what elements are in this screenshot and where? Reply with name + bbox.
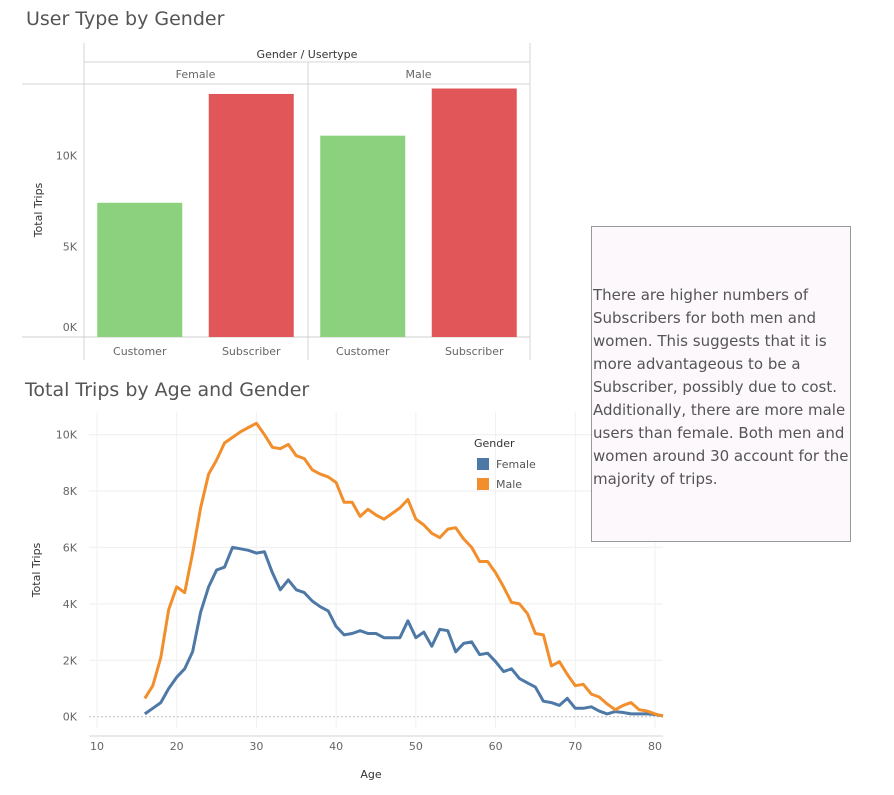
line-x-axis-label: Age	[360, 768, 382, 781]
bar-female-subscriber	[208, 93, 294, 337]
annotation-text: There are higher numbers of Subscribers …	[593, 286, 849, 488]
legend-swatch-male	[477, 478, 489, 490]
line-y-tick-label: 10K	[56, 429, 78, 442]
bar-category-label: Subscriber	[222, 345, 281, 358]
bar-female-customer	[97, 202, 183, 337]
line-x-tick-label: 80	[648, 740, 662, 753]
line-x-tick-label: 20	[170, 740, 184, 753]
bar-category-label: Customer	[113, 345, 167, 358]
bar-chart-title: User Type by Gender	[26, 8, 225, 30]
line-x-tick-label: 70	[568, 740, 582, 753]
bar-y-tick-label: 10K	[56, 150, 78, 163]
user-type-bar-chart: Gender / Usertype Total Trips 0K 5K 10K Femal…	[22, 43, 531, 360]
bar-category-label: Subscriber	[445, 345, 504, 358]
bar-y-tick-label: 0K	[63, 321, 78, 334]
legend-swatch-female	[477, 458, 489, 470]
annotation-box: There are higher numbers of Subscribers …	[591, 226, 851, 542]
bar-header-title: Gender / Usertype	[257, 48, 358, 61]
bar-group-label-female: Female	[176, 68, 216, 81]
line-y-tick-label: 4K	[63, 598, 78, 611]
line-y-tick-label: 0K	[63, 711, 78, 724]
bar-male-customer	[320, 135, 406, 337]
line-chart-title: Total Trips by Age and Gender	[25, 379, 310, 401]
bar-group-label-male: Male	[405, 68, 431, 81]
legend-title: Gender	[474, 437, 515, 450]
line-x-tick-label: 50	[409, 740, 423, 753]
line-y-tick-label: 8K	[63, 485, 78, 498]
line-series-female	[143, 545, 664, 718]
line-series-male	[143, 421, 664, 718]
line-x-tick-label: 60	[489, 740, 503, 753]
legend-label-female: Female	[496, 458, 536, 471]
line-x-tick-label: 10	[90, 740, 104, 753]
line-y-tick-label: 2K	[63, 654, 78, 667]
bar-y-tick-label: 5K	[63, 240, 78, 253]
bar-male-subscriber	[431, 88, 517, 337]
line-y-axis-label: Total Trips	[30, 542, 43, 598]
line-x-tick-label: 30	[249, 740, 263, 753]
line-x-tick-label: 40	[329, 740, 343, 753]
legend-label-male: Male	[496, 478, 522, 491]
bar-category-label: Customer	[336, 345, 390, 358]
bar-y-axis-label: Total Trips	[32, 182, 45, 238]
line-y-tick-label: 6K	[63, 541, 78, 554]
